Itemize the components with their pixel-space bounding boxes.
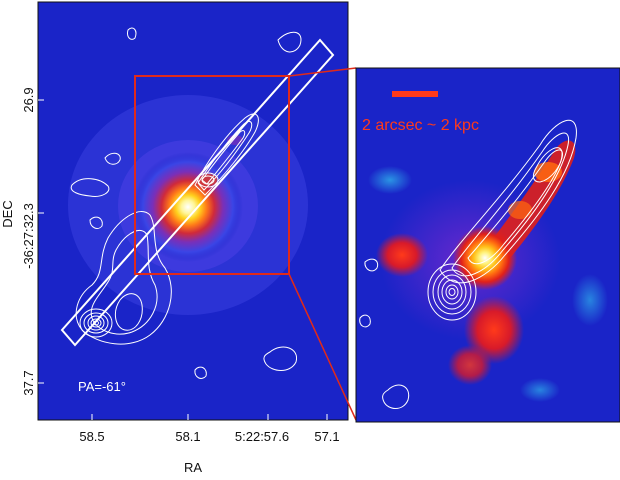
right-jet-knot-2 xyxy=(508,201,532,219)
left-faint-contour-ne xyxy=(277,31,302,53)
left-hotspot-contour-1 xyxy=(79,308,113,338)
left-map-panel: PA=-61° xyxy=(37,1,349,421)
x-axis-title: RA xyxy=(184,460,202,475)
right-jet-contour-mid xyxy=(451,132,570,277)
left-map-frame xyxy=(37,1,349,421)
x-tick-label-0: 58.5 xyxy=(79,429,104,444)
right-faint-contour-s xyxy=(382,384,410,409)
left-faint-contour-se xyxy=(263,346,298,371)
left-jet-contour-outer xyxy=(194,113,259,196)
zoom-connector-bottom xyxy=(288,273,357,421)
right-cyan-patch-1 xyxy=(368,166,412,194)
zoom-connectors xyxy=(288,67,357,421)
slit-rectangle xyxy=(60,38,335,347)
left-faint-contour-e xyxy=(194,366,207,379)
left-nucleus xyxy=(133,152,243,262)
y-axis-title: DEC xyxy=(0,200,15,227)
right-core-contour-4 xyxy=(441,279,463,305)
left-lobe-contour-outer xyxy=(75,211,172,345)
left-core-contour-2 xyxy=(201,175,215,185)
right-cyan-patch-2 xyxy=(572,274,608,326)
right-core-contour-1 xyxy=(427,263,477,321)
left-faint-contour-sw xyxy=(89,216,103,229)
right-nucleus xyxy=(453,226,517,290)
left-lobe-contour-east xyxy=(114,293,143,331)
left-hotspot-contour-2 xyxy=(83,312,109,334)
left-hotspot-contour-3 xyxy=(87,315,105,331)
x-tick-label-3: 57.1 xyxy=(314,429,339,444)
right-red-blob-south-2 xyxy=(448,345,492,385)
right-cyan-patch-3 xyxy=(520,378,560,402)
right-red-blob-west xyxy=(376,233,428,277)
zoom-box xyxy=(134,75,290,275)
left-pa-annotation: PA=-61° xyxy=(78,379,126,394)
left-faint-contour-w xyxy=(70,178,110,197)
x-tick-label-1: 58.1 xyxy=(175,429,200,444)
left-jet-contour-inner xyxy=(201,130,246,185)
right-core-contour-3 xyxy=(437,274,467,310)
y-tick-label-2: 37.7 xyxy=(21,370,36,395)
right-core-contour-6 xyxy=(448,288,456,296)
left-faint-contour-w2 xyxy=(104,152,121,165)
left-faint-contour-n xyxy=(127,27,137,40)
y-tick-label-1: -36:27:32.3 xyxy=(21,203,36,269)
right-core-contour-2 xyxy=(432,269,472,315)
right-core-contour-5 xyxy=(445,284,459,300)
x-tick-label-2: 5:22:57.6 xyxy=(235,429,289,444)
y-tick-label-0: 26.9 xyxy=(21,87,36,112)
zoom-connector-top xyxy=(288,67,357,77)
left-axis-labels: DEC 26.9 -36:27:32.3 37.7 58.5 58.1 5:22… xyxy=(0,87,340,475)
right-faint-contour-sw xyxy=(359,314,371,328)
right-radio-contours xyxy=(359,119,577,409)
left-hotspot-contour-4 xyxy=(90,318,102,328)
right-scale-bar xyxy=(392,91,438,97)
right-map-frame xyxy=(355,67,620,423)
right-scale-label: 2 arcsec ~ 2 kpc xyxy=(362,117,479,134)
right-zoom-panel: 2 arcsec ~ 2 kpc xyxy=(355,67,620,423)
right-faint-contour-w xyxy=(364,258,379,272)
right-jet-contour-knot xyxy=(532,147,563,183)
left-core-contour xyxy=(197,172,219,188)
right-jet-contour-outer xyxy=(439,119,577,284)
left-axis-ticks xyxy=(38,99,328,420)
